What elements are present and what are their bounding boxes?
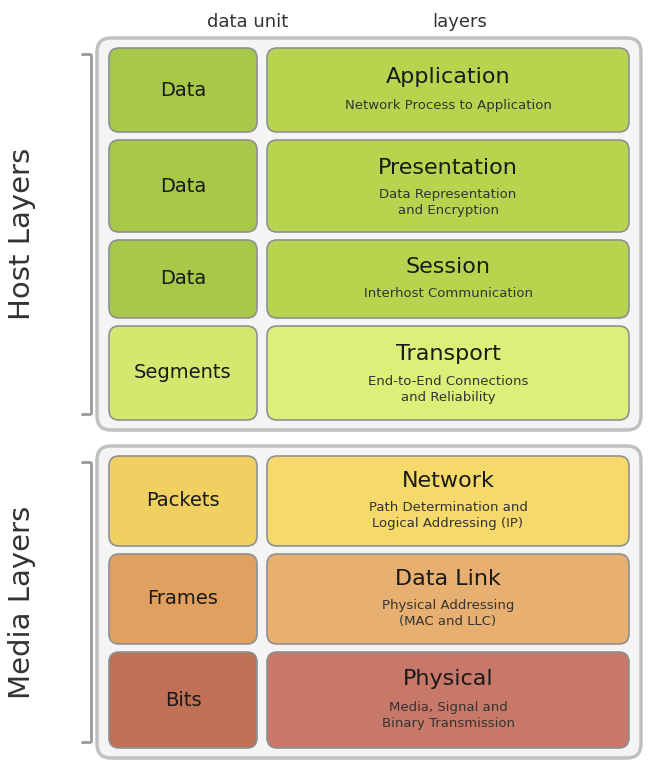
Text: Network: Network — [402, 472, 494, 492]
Text: Network Process to Application: Network Process to Application — [345, 98, 551, 111]
Text: Host Layers: Host Layers — [8, 148, 36, 320]
Text: Application: Application — [386, 68, 510, 88]
Text: Frames: Frames — [148, 590, 219, 608]
Text: Data: Data — [160, 81, 206, 100]
Text: End-to-End Connections
and Reliability: End-to-End Connections and Reliability — [368, 376, 528, 405]
FancyBboxPatch shape — [109, 652, 257, 748]
FancyBboxPatch shape — [267, 48, 629, 132]
Text: Physical Addressing
(MAC and LLC): Physical Addressing (MAC and LLC) — [382, 599, 514, 628]
Text: Transport: Transport — [396, 344, 500, 364]
FancyBboxPatch shape — [267, 326, 629, 420]
Text: Data: Data — [160, 270, 206, 289]
Text: Data Link: Data Link — [395, 569, 501, 589]
FancyBboxPatch shape — [97, 446, 641, 758]
Text: Presentation: Presentation — [378, 157, 518, 177]
FancyBboxPatch shape — [267, 140, 629, 232]
Text: layers: layers — [432, 13, 487, 31]
FancyBboxPatch shape — [267, 652, 629, 748]
FancyBboxPatch shape — [109, 48, 257, 132]
Text: Bits: Bits — [165, 690, 201, 710]
Text: Path Determination and
Logical Addressing (IP): Path Determination and Logical Addressin… — [368, 501, 528, 530]
Text: Data Representation
and Encryption: Data Representation and Encryption — [379, 188, 517, 217]
Text: data unit: data unit — [208, 13, 289, 31]
FancyBboxPatch shape — [97, 38, 641, 430]
FancyBboxPatch shape — [109, 140, 257, 232]
FancyBboxPatch shape — [109, 456, 257, 546]
Text: Media Layers: Media Layers — [8, 505, 36, 699]
FancyBboxPatch shape — [267, 554, 629, 644]
Text: Segments: Segments — [134, 363, 232, 382]
FancyBboxPatch shape — [267, 456, 629, 546]
Text: Packets: Packets — [146, 492, 220, 511]
Text: Data: Data — [160, 177, 206, 196]
Text: Media, Signal and
Binary Transmission: Media, Signal and Binary Transmission — [381, 701, 515, 730]
FancyBboxPatch shape — [109, 326, 257, 420]
FancyBboxPatch shape — [109, 240, 257, 318]
FancyBboxPatch shape — [267, 240, 629, 318]
Text: Interhost Communication: Interhost Communication — [364, 286, 532, 300]
FancyBboxPatch shape — [109, 554, 257, 644]
Text: Session: Session — [406, 257, 490, 277]
Text: Physical: Physical — [403, 669, 493, 689]
